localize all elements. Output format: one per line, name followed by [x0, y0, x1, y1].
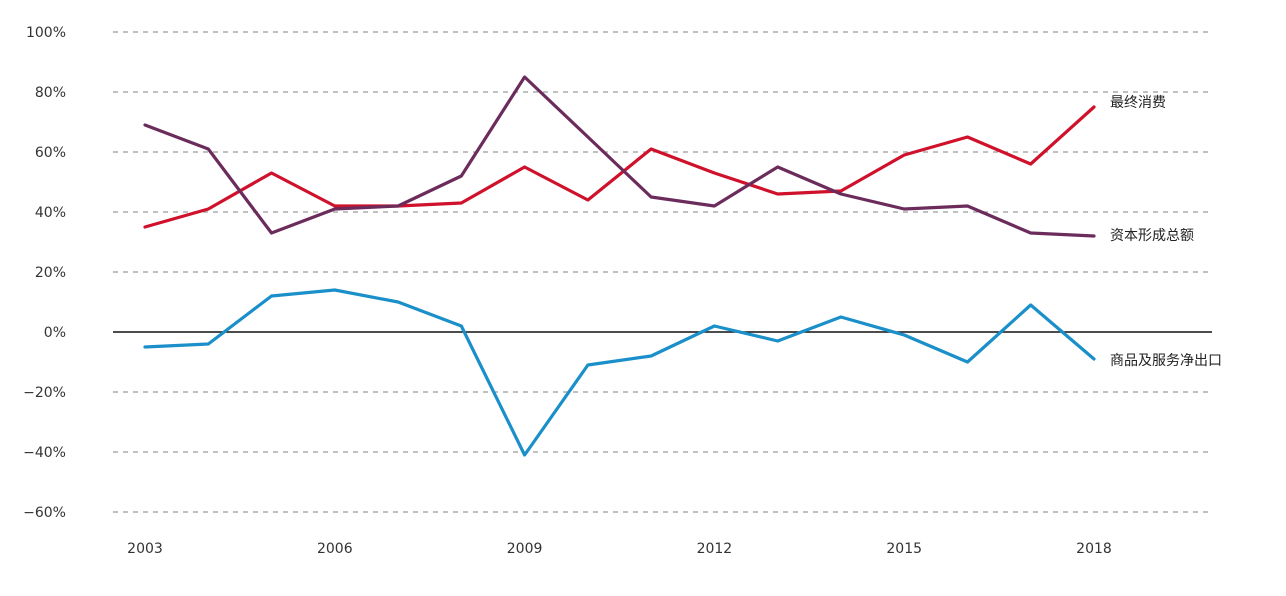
series-line	[143, 75, 1096, 238]
y-tick-label: 20%	[35, 265, 66, 281]
x-tick-label: 2006	[317, 541, 353, 557]
y-tick-label: −60%	[23, 505, 66, 521]
y-tick-label: −40%	[23, 445, 66, 461]
y-axis-tick-labels: 100% 80% 60% 40% 20% 0% −20% −40% −60%	[23, 25, 66, 521]
series-line	[143, 288, 1096, 457]
grid-lines	[113, 31, 1212, 513]
x-axis-tick-labels: 2003 2006 2009 2012 2015 2018	[127, 541, 1112, 557]
y-tick-label: 80%	[35, 85, 66, 101]
series-label: 最终消费	[1110, 95, 1166, 111]
x-tick-label: 2009	[507, 541, 543, 557]
series-label: 商品及服务净出口	[1110, 353, 1222, 369]
x-tick-label: 2012	[697, 541, 733, 557]
series-line	[143, 105, 1096, 229]
y-tick-label: 40%	[35, 205, 66, 221]
y-tick-label: 60%	[35, 145, 66, 161]
y-tick-label: 100%	[26, 25, 66, 41]
x-tick-label: 2003	[127, 541, 163, 557]
series-lines	[143, 75, 1096, 457]
x-tick-label: 2015	[886, 541, 922, 557]
x-tick-label: 2018	[1076, 541, 1112, 557]
y-tick-label: −20%	[23, 385, 66, 401]
series-label: 资本形成总额	[1110, 228, 1194, 244]
y-tick-label: 0%	[44, 325, 66, 341]
